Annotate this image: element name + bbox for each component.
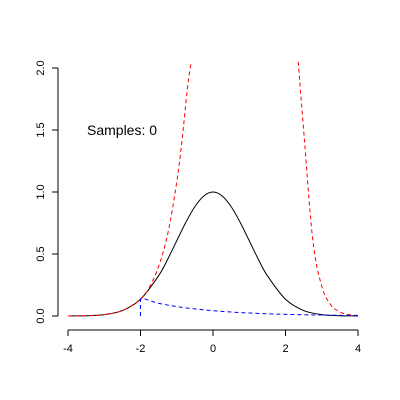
- x-tick-label: 0: [210, 343, 216, 355]
- y-tick-label: 0.0: [35, 308, 47, 323]
- y-axis-ticks: 0.0 0.5 1.0 1.5 2.0: [35, 60, 58, 324]
- target-density-curve: [67, 191, 359, 317]
- proposal-curve-segment-2: [140, 298, 359, 316]
- series-layer: [67, 61, 359, 317]
- x-axis-ticks: -4 -2 0 2 4: [63, 330, 361, 355]
- x-tick-label: -4: [63, 343, 73, 355]
- x-tick-label: 2: [282, 343, 288, 355]
- x-tick-label: -2: [136, 343, 146, 355]
- axes: -4 -2 0 2 4 0.0 0.5 1.0 1.5 2.0: [35, 60, 361, 355]
- y-tick-label: 1.5: [35, 122, 47, 137]
- y-tick-label: 1.0: [35, 184, 47, 199]
- y-tick-label: 0.5: [35, 246, 47, 261]
- y-tick-label: 2.0: [35, 60, 47, 75]
- envelope-curve-segment-2: [297, 61, 359, 316]
- samples-annotation: Samples: 0: [87, 122, 157, 138]
- x-tick-label: 4: [355, 343, 361, 355]
- envelope-curve-segment-1: [67, 61, 192, 317]
